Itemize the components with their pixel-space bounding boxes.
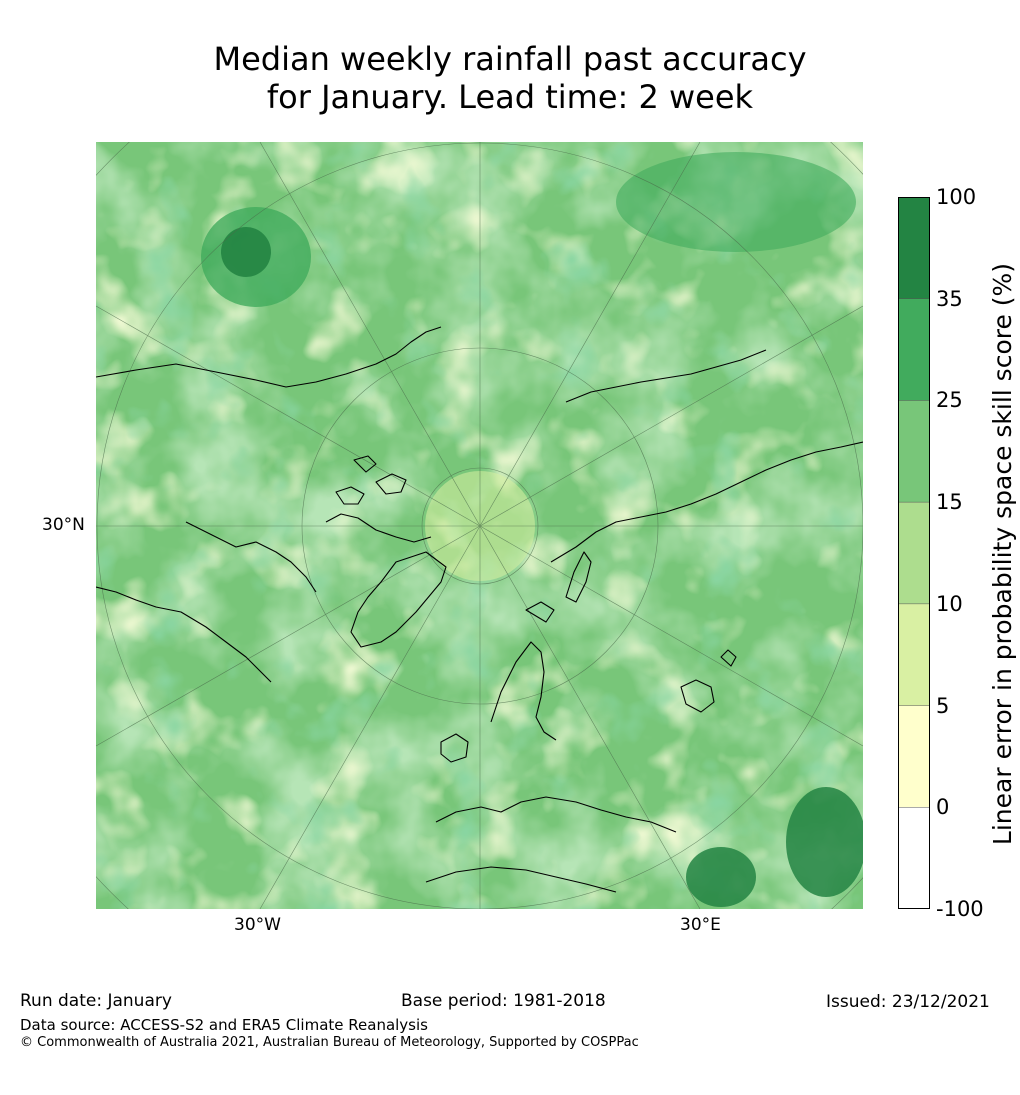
colorbar-tick-label: 15: [936, 490, 963, 515]
colorbar-tick-label: 35: [936, 286, 963, 311]
title-line-1: Median weekly rainfall past accuracy: [213, 40, 807, 78]
colorbar-bin: [898, 705, 930, 808]
colorbar-tick-label: -100: [936, 897, 984, 921]
colorbar-frame: [898, 197, 930, 909]
data-source: Data source: ACCESS-S2 and ERA5 Climate …: [20, 1016, 428, 1034]
colorbar-bin: [898, 603, 930, 706]
greenland-coast: [350, 551, 447, 648]
colorbar-bin: [898, 298, 930, 401]
polar-map: [96, 142, 863, 909]
colorbar-tick-label: 100: [936, 185, 977, 209]
colorbar-bin: [898, 807, 930, 910]
copyright: © Commonwealth of Australia 2021, Austra…: [20, 1035, 639, 1050]
colorbar-svg: [898, 197, 930, 910]
dark-region-northeast: [616, 152, 856, 252]
colorbar-tick-label: 0: [936, 795, 950, 820]
lon-label-30e: 30°E: [680, 915, 721, 935]
colorbar-tick-label: 5: [936, 693, 950, 718]
run-date: Run date: January: [20, 991, 172, 1011]
darkest-region-southeast: [786, 787, 863, 897]
lat-label-30n: 30°N: [42, 515, 85, 535]
colorbar-tick-label: 25: [936, 388, 963, 413]
coastlines: [96, 326, 863, 893]
issued-date: Issued: 23/12/2021: [826, 992, 990, 1012]
lon-label-30w: 30°W: [234, 915, 281, 935]
polar-map-svg: [96, 142, 863, 909]
colorbar: [898, 197, 930, 910]
map-title: Median weekly rainfall past accuracy for…: [0, 40, 1020, 116]
colorbar-title: Linear error in probability space skill …: [988, 262, 1017, 846]
colorbar-tick-label: 10: [936, 591, 963, 616]
darkest-region-northwest: [221, 227, 271, 277]
uk-coast: [440, 733, 469, 763]
base-period: Base period: 1981-2018: [401, 991, 606, 1011]
colorbar-bin: [898, 400, 930, 503]
title-line-2: for January. Lead time: 2 week: [266, 78, 754, 116]
colorbar-bin: [898, 197, 930, 300]
colorbar-bin: [898, 502, 930, 605]
darkest-region-south: [686, 847, 756, 907]
graticule: [96, 142, 863, 909]
